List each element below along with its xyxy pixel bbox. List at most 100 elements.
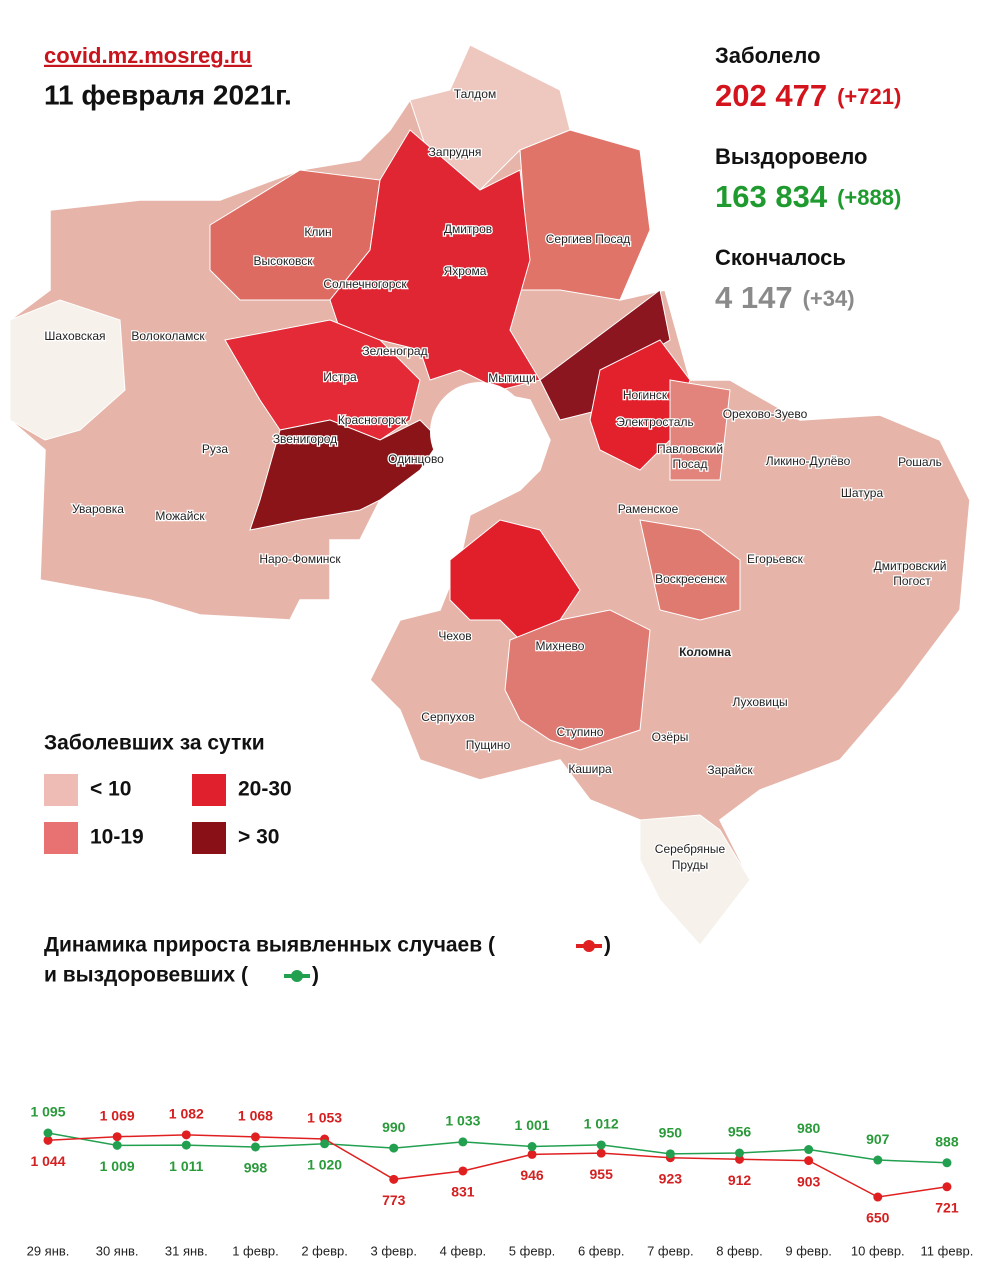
data-point [804, 1156, 814, 1166]
map-label: Талдом [454, 87, 496, 101]
value-label: 888 [935, 1133, 959, 1149]
moscow [430, 382, 530, 482]
value-label: 950 [659, 1125, 683, 1141]
site-url: covid.mz.mosreg.ru [44, 43, 252, 68]
map-label: Яхрома [444, 264, 487, 278]
value-label: 1 012 [584, 1116, 619, 1132]
value-label: 980 [797, 1120, 821, 1136]
value-label: 955 [590, 1166, 614, 1182]
stat-value: 202 477 (+721) [715, 78, 901, 113]
x-tick-label: 4 февр. [440, 1243, 487, 1258]
region-white [639, 814, 751, 946]
legend-label: > 30 [238, 826, 279, 849]
stat-label: Выздоровело [715, 144, 868, 169]
region-medium [669, 379, 731, 481]
stat-label: Скончалось [715, 245, 846, 270]
value-label: 721 [935, 1200, 959, 1216]
map-label: Высоковск [254, 254, 314, 268]
data-point [804, 1145, 814, 1155]
data-point [112, 1132, 122, 1142]
x-tick-label: 29 янв. [27, 1243, 70, 1258]
value-label: 1 082 [169, 1106, 204, 1122]
value-label: 1 044 [30, 1153, 65, 1169]
data-point [43, 1128, 53, 1138]
value-label: 956 [728, 1124, 752, 1140]
series-line [47, 1132, 948, 1164]
date: 11 февраля 2021г. [44, 79, 292, 110]
stat-label: Заболело [715, 43, 821, 68]
value-label: 1 033 [445, 1113, 480, 1129]
map-label: Орехово-Зуево [723, 407, 808, 421]
line-chart: Динамика прироста выявленных случаев () и… [27, 934, 974, 1259]
map-label: Павловский [657, 442, 723, 456]
legend: Заболевших за сутки < 10 20-30 10-19 > 30 [44, 732, 292, 854]
stat-delta: (+34) [803, 286, 855, 311]
x-tick-label: 7 февр. [647, 1243, 694, 1258]
map-label: Красногорск [338, 413, 407, 427]
data-point [181, 1140, 191, 1150]
value-label: 903 [797, 1173, 821, 1189]
data-point [527, 1142, 537, 1152]
x-tick-label: 30 янв. [96, 1243, 139, 1258]
map-label: Пруды [672, 858, 708, 872]
data-point [942, 1182, 952, 1192]
map: Талдом Запрудня Клин Высоковск Дмитров Яхрома… [9, 43, 971, 947]
value-label: 1 009 [100, 1158, 135, 1174]
stat-delta: (+721) [837, 84, 901, 109]
map-label: Сергиев Посад [546, 232, 630, 246]
value-label: 907 [866, 1131, 890, 1147]
data-point [873, 1155, 883, 1165]
map-label: Шаховская [44, 329, 105, 343]
region-dark [539, 289, 671, 421]
value-label: 923 [659, 1170, 683, 1186]
map-label: Электросталь [616, 415, 693, 429]
legend-title: Заболевших за сутки [44, 732, 265, 755]
region-red [589, 339, 691, 471]
map-label: Уваровка [72, 502, 124, 516]
value-label: 1 069 [100, 1107, 135, 1123]
map-label: Коломна [679, 645, 731, 659]
map-label: Мытищи [488, 371, 535, 385]
map-label: Дмитровский [874, 559, 947, 573]
data-point [735, 1148, 744, 1158]
value-label: 1 068 [238, 1108, 273, 1124]
map-label: Одинцово [388, 452, 444, 466]
x-tick-label: 11 февр. [921, 1243, 974, 1258]
stat-number: 4 147 [715, 280, 793, 315]
x-tick-label: 10 февр. [851, 1243, 905, 1258]
value-label: 946 [520, 1167, 544, 1183]
chart-title: ) [312, 964, 319, 987]
data-point [942, 1158, 952, 1168]
stat-delta: (+888) [837, 185, 901, 210]
stat-value: 163 834 (+888) [715, 179, 901, 214]
value-label: 650 [866, 1210, 890, 1226]
x-tick-label: 1 февр. [232, 1243, 279, 1258]
map-label: Серпухов [421, 710, 474, 724]
x-tick-label: 8 февр. [716, 1243, 763, 1258]
data-point [250, 1142, 260, 1152]
map-label: Дмитров [444, 222, 492, 236]
map-label: Шатура [841, 486, 884, 500]
region-medium [504, 609, 651, 751]
map-label: Зарайск [707, 763, 753, 777]
map-label: Запрудня [429, 145, 482, 159]
stat-value: 4 147 (+34) [715, 280, 855, 315]
data-point [112, 1140, 122, 1150]
map-label: Солнечногорск [323, 277, 407, 291]
value-label: 773 [382, 1192, 406, 1208]
region-dark [249, 419, 441, 531]
stat-number: 202 477 [715, 78, 827, 113]
legend-label: 10-19 [90, 826, 144, 849]
map-label: Можайск [155, 509, 205, 523]
data-point [596, 1148, 606, 1158]
data-point [735, 1154, 744, 1164]
stat-number: 163 834 [715, 179, 828, 214]
value-label: 1 053 [307, 1110, 342, 1126]
region-medium [519, 129, 651, 301]
legend-swatch [192, 822, 226, 854]
legend-swatch [192, 774, 226, 806]
data-point [389, 1143, 399, 1153]
map-label: Рошаль [898, 455, 942, 469]
map-label: Серебряные [655, 842, 726, 856]
